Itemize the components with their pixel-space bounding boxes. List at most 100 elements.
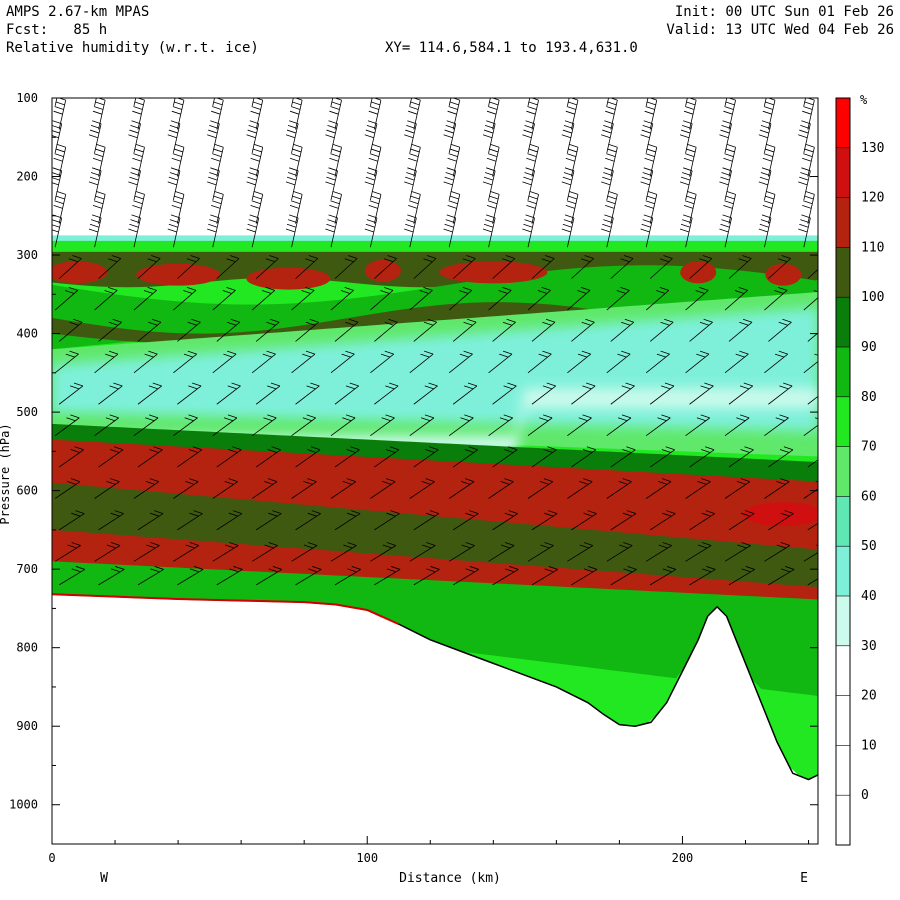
- wind-barb: [325, 120, 338, 154]
- wind-barb: [216, 255, 240, 279]
- wind-barb: [527, 350, 552, 374]
- colorbar-tick-label: 120: [861, 191, 884, 206]
- wind-barb: [531, 566, 558, 586]
- wind-barb: [561, 167, 575, 201]
- wind-barb: [644, 98, 658, 130]
- wind-barb: [94, 542, 121, 562]
- wind-barb: [132, 190, 145, 224]
- wind-barb: [571, 255, 594, 279]
- wind-barb: [408, 190, 421, 224]
- wind-barb: [58, 566, 86, 586]
- wind-barb: [212, 414, 238, 436]
- wind-barb: [685, 478, 711, 499]
- wind-barb: [482, 214, 496, 248]
- wind-barb: [567, 350, 592, 374]
- wind-barb: [329, 143, 342, 177]
- wind-barb: [762, 143, 776, 177]
- wind-barb: [409, 478, 435, 499]
- wind-barb: [364, 120, 378, 154]
- wind-barb: [88, 214, 102, 248]
- wind-barb: [644, 190, 658, 224]
- wind-barb: [291, 478, 317, 499]
- wind-barb: [728, 510, 755, 531]
- wind-barb: [685, 350, 710, 374]
- wind-barb: [448, 414, 474, 436]
- wind-barb: [802, 190, 815, 224]
- wind-barb: [285, 120, 299, 154]
- wind-barb: [58, 446, 84, 468]
- wind-barb: [216, 566, 243, 586]
- west-label: W: [100, 871, 108, 886]
- colorbar-tick-label: 100: [861, 290, 884, 305]
- plot-frame: [51, 97, 819, 845]
- wind-barb: [173, 542, 200, 562]
- wind-barb: [689, 446, 715, 468]
- wind-barb: [443, 214, 457, 248]
- wind-barb: [723, 98, 736, 130]
- wind-barb: [803, 417, 818, 436]
- colorbar: 0 10 20 30 40 50 60 70 80 90 100 110 120 130%: [835, 93, 884, 846]
- wind-barb: [173, 286, 197, 311]
- wind-barb: [689, 566, 716, 586]
- wind-barb: [177, 566, 204, 586]
- wind-barb: [255, 566, 283, 586]
- y-tick-label: 300: [16, 248, 38, 262]
- rh-patch-2: [246, 267, 331, 290]
- wind-barb: [610, 382, 635, 405]
- wind-barb: [645, 542, 672, 562]
- wind-barb: [167, 120, 181, 154]
- wind-barb: [807, 459, 818, 468]
- wind-barb: [492, 566, 519, 586]
- wind-barb: [92, 190, 106, 224]
- wind-barb: [526, 190, 539, 224]
- colorbar-bin: [836, 446, 850, 497]
- wind-barb: [246, 120, 260, 154]
- wind-barb: [606, 414, 632, 436]
- y-tick-label: 200: [16, 170, 38, 184]
- wind-barb: [798, 120, 811, 154]
- wind-barb: [137, 510, 164, 531]
- wind-barb: [330, 542, 357, 562]
- wind-barb: [374, 510, 400, 531]
- wind-barb: [295, 510, 321, 531]
- wind-barb: [447, 98, 461, 130]
- wind-barb: [606, 542, 633, 562]
- wind-barb: [728, 566, 755, 586]
- wind-barb: [601, 120, 614, 154]
- wind-barb: [488, 286, 512, 311]
- wind-barb: [649, 510, 676, 531]
- wind-barb: [610, 318, 635, 342]
- wind-barb: [137, 382, 162, 405]
- wind-barb: [531, 510, 558, 531]
- wind-barb: [724, 542, 751, 562]
- wind-barb: [137, 566, 164, 586]
- wind-barb: [685, 286, 709, 311]
- wind-barb: [409, 414, 435, 436]
- rh-patch-4: [439, 261, 548, 284]
- wind-barb: [447, 143, 461, 177]
- colorbar-bin: [836, 795, 850, 845]
- wind-barb: [52, 214, 63, 248]
- wind-barb: [685, 414, 710, 436]
- wind-barb: [289, 98, 303, 130]
- wind-barb: [374, 318, 398, 342]
- colorbar-tick-label: 30: [861, 639, 877, 654]
- rh-max-core: [743, 502, 818, 527]
- wind-barb: [177, 255, 200, 279]
- wind-barb: [251, 350, 276, 374]
- wind-barb: [486, 190, 500, 224]
- wind-barb: [212, 350, 237, 374]
- wind-barb: [364, 167, 378, 201]
- init-time: Init: 00 UTC Sun 01 Feb 26: [674, 4, 894, 20]
- wind-barb: [443, 120, 457, 154]
- wind-barb: [325, 214, 338, 248]
- wind-barb: [764, 414, 789, 436]
- wind-barb: [207, 120, 220, 154]
- wind-barb: [216, 382, 241, 405]
- x-axis-label: Distance (km): [399, 871, 501, 886]
- wind-barb: [58, 382, 84, 405]
- wind-barb: [92, 143, 106, 177]
- wind-barb: [255, 318, 280, 342]
- valid-time: Valid: 13 UTC Wed 04 Feb 26: [666, 22, 894, 38]
